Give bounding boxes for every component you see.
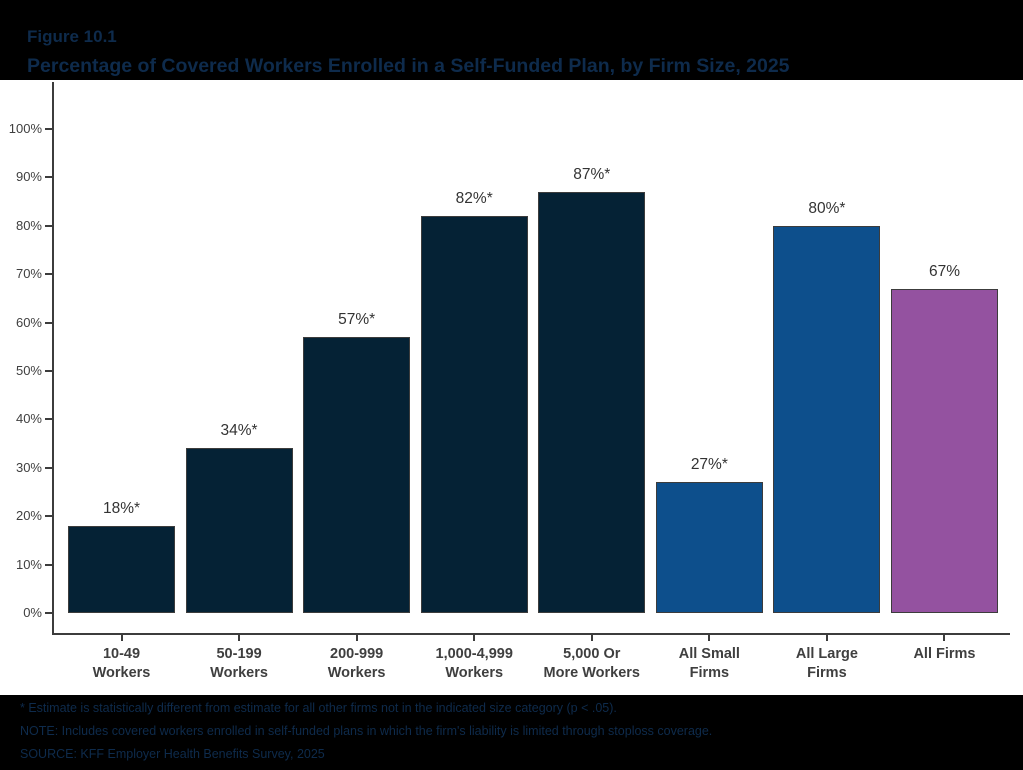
x-axis-category-label: 50-199 Workers bbox=[164, 645, 314, 683]
y-axis-tick bbox=[45, 515, 52, 518]
bar bbox=[538, 191, 646, 613]
footnote-source: SOURCE: KFF Employer Health Benefits Sur… bbox=[20, 747, 325, 761]
x-axis-line bbox=[52, 633, 1010, 635]
x-axis-category-line: All Small bbox=[678, 646, 740, 662]
bar bbox=[420, 216, 528, 613]
y-axis-tick bbox=[45, 176, 52, 179]
y-axis-tick bbox=[45, 563, 52, 566]
bar-value-label: 27%* bbox=[690, 456, 728, 474]
x-axis-category-label: 5,000 Or More Workers bbox=[517, 645, 667, 683]
y-axis-tick-label: 100% bbox=[8, 121, 42, 136]
x-axis-category-line: All Firms bbox=[913, 646, 976, 662]
x-axis-category-line: All Large bbox=[795, 646, 858, 662]
bar bbox=[68, 525, 175, 613]
figure-title: Percentage of Covered Workers Enrolled i… bbox=[27, 55, 790, 77]
y-axis-tick bbox=[45, 128, 52, 130]
y-axis-tick bbox=[45, 612, 52, 614]
x-axis-category-line: 50-199 bbox=[216, 646, 262, 662]
x-axis-category-line: Firms bbox=[689, 665, 730, 681]
x-axis-tick bbox=[708, 635, 711, 641]
x-axis-tick bbox=[943, 635, 946, 641]
y-axis-tick-label: 0% bbox=[23, 605, 42, 620]
y-axis-tick-label: 80% bbox=[15, 217, 42, 233]
y-axis-tick bbox=[45, 321, 52, 324]
bar-value-label: 67% bbox=[928, 262, 960, 280]
y-axis-tick-label: 50% bbox=[15, 363, 42, 378]
x-axis-category-line: 1,000-4,999 bbox=[435, 646, 513, 662]
x-axis-category-label: All Small Firms bbox=[634, 645, 784, 683]
bar bbox=[655, 482, 763, 613]
footnote-note: NOTE: Includes covered workers enrolled … bbox=[20, 724, 713, 738]
x-axis-tick bbox=[355, 635, 358, 641]
y-axis-tick-label: 40% bbox=[15, 411, 42, 427]
y-axis-tick-label: 20% bbox=[15, 508, 42, 524]
bar bbox=[303, 337, 411, 613]
x-axis-category-line: Workers bbox=[327, 665, 386, 681]
x-axis-tick bbox=[238, 635, 241, 641]
x-axis-category-label: All Large Firms bbox=[752, 645, 902, 683]
chart-panel: 0% 10% 20% 30% 40% 50% 60% 70% 80% 90% 100% 18%* 10-… bbox=[0, 80, 1023, 695]
y-axis-tick-label: 60% bbox=[15, 314, 42, 330]
y-axis-tick bbox=[45, 273, 52, 276]
figure-number: Figure 10.1 bbox=[27, 27, 117, 46]
y-axis-tick bbox=[45, 418, 52, 421]
y-axis-tick-label: 70% bbox=[15, 266, 42, 282]
x-axis-category-label: 10-49 Workers bbox=[47, 645, 197, 683]
y-axis-tick-label: 30% bbox=[15, 459, 42, 475]
y-axis-tick-label: 10% bbox=[15, 556, 42, 572]
x-axis-tick bbox=[473, 635, 476, 641]
y-axis-tick bbox=[45, 466, 52, 469]
x-axis-category-line: Workers bbox=[445, 665, 504, 681]
bar-value-label: 80%* bbox=[808, 199, 846, 217]
x-axis-category-line: Workers bbox=[210, 665, 268, 681]
x-axis-category-line: Workers bbox=[92, 665, 151, 681]
y-axis-tick bbox=[45, 370, 52, 372]
x-axis-category-line: 5,000 Or bbox=[563, 646, 621, 662]
bar-value-label: 34%* bbox=[220, 422, 258, 440]
x-axis-category-label: 200-999 Workers bbox=[282, 645, 432, 683]
bar-value-label: 82%* bbox=[455, 190, 493, 208]
x-axis-category-label: All Firms bbox=[869, 645, 1019, 664]
footnote-significance: * Estimate is statistically different fr… bbox=[20, 701, 617, 715]
bar-value-label: 18%* bbox=[102, 499, 141, 517]
bar bbox=[773, 225, 881, 613]
y-axis-tick bbox=[45, 224, 52, 227]
x-axis-category-label: 1,000-4,999 Workers bbox=[399, 645, 549, 683]
y-axis-line bbox=[52, 82, 54, 635]
y-axis-tick-label: 90% bbox=[15, 169, 42, 185]
bar-value-label: 87%* bbox=[573, 165, 611, 183]
x-axis-tick bbox=[825, 635, 828, 641]
x-axis-category-line: 10-49 bbox=[102, 646, 141, 662]
x-axis-category-line: More Workers bbox=[543, 665, 640, 681]
bar bbox=[890, 288, 998, 613]
x-axis-category-line: Firms bbox=[807, 665, 847, 681]
x-axis-tick bbox=[120, 635, 123, 641]
bar bbox=[185, 448, 293, 613]
x-axis-tick bbox=[590, 635, 593, 641]
bar-value-label: 57%* bbox=[338, 311, 376, 329]
x-axis-category-line: 200-999 bbox=[330, 646, 384, 662]
